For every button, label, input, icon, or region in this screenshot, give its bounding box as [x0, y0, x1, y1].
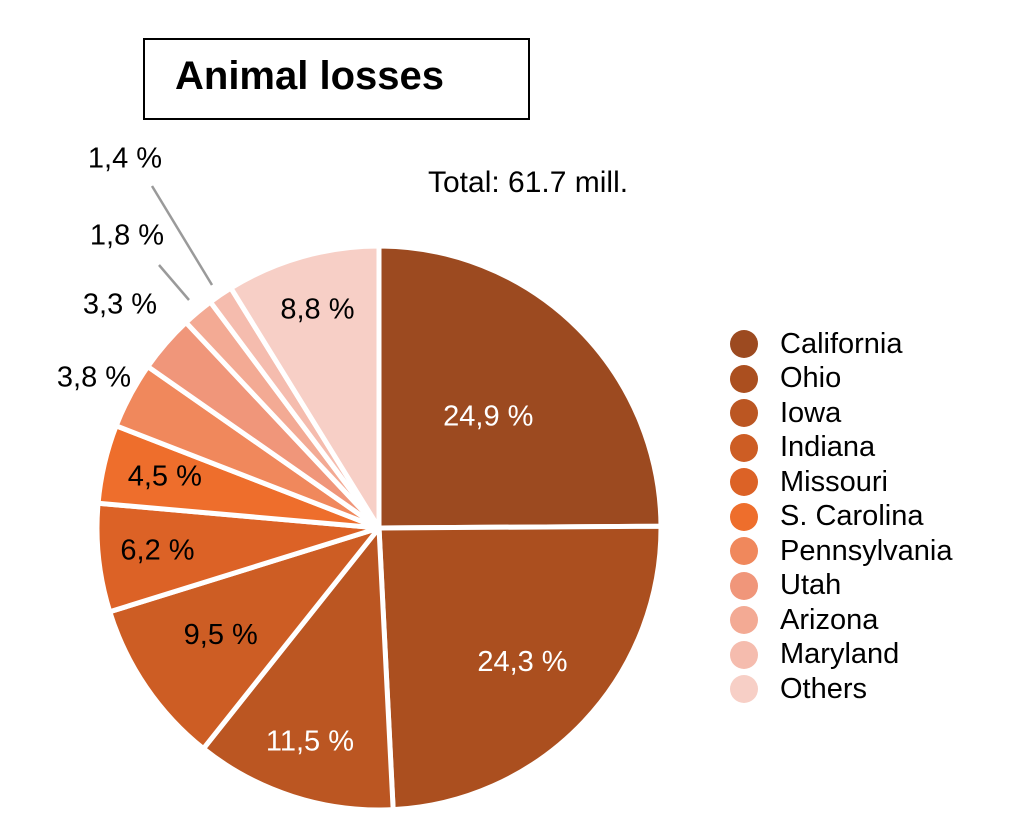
- legend-swatch-arizona: [730, 606, 758, 635]
- data-label-missouri: 6,2 %: [120, 534, 194, 566]
- data-label-iowa: 11,5 %: [266, 725, 354, 757]
- legend-swatch-missouri: [730, 468, 758, 497]
- data-label-arizona: 1,8 %: [90, 220, 164, 252]
- legend-item-others: Others: [730, 672, 953, 707]
- data-label-california: 24,9 %: [443, 401, 533, 433]
- legend-swatch-pennsylvania: [730, 537, 758, 566]
- legend-label-iowa: Iowa: [780, 396, 842, 429]
- legend-item-maryland: Maryland: [730, 638, 953, 673]
- legend-item-california: California: [730, 327, 953, 362]
- leader-line-arizona: [158, 264, 190, 301]
- legend-swatch-ohio: [730, 364, 758, 393]
- legend-swatch-maryland: [730, 640, 758, 669]
- data-label-utah: 3,3 %: [83, 289, 157, 321]
- legend-item-indiana: Indiana: [730, 431, 953, 466]
- legend-item-ohio: Ohio: [730, 362, 953, 397]
- legend-label-missouri: Missouri: [780, 465, 888, 498]
- total-annotation: Total: 61.7 mill.: [428, 166, 629, 199]
- pie-slice-iowa: [200, 525, 396, 813]
- chart-title: Animal losses: [175, 54, 445, 98]
- legend-item-s-carolina: S. Carolina: [730, 500, 953, 535]
- data-label-maryland: 1,4 %: [88, 143, 162, 175]
- legend-item-arizona: Arizona: [730, 603, 953, 638]
- legend-label-california: California: [780, 327, 903, 360]
- pie-slice-ohio: [376, 523, 664, 813]
- legend-label-others: Others: [780, 672, 868, 705]
- legend-swatch-others: [730, 675, 758, 704]
- legend-item-pennsylvania: Pennsylvania: [730, 534, 953, 569]
- pie-slices: [94, 243, 664, 813]
- legend-swatch-indiana: [730, 433, 758, 462]
- pie-slice-others: [228, 243, 382, 531]
- data-labels: 24,9 % 24,3 % 11,5 % 9,5 % 6,2 % 4,5 % 3,8 % 3,…: [57, 143, 568, 758]
- chart-title-box: Animal losses: [143, 38, 530, 120]
- legend-swatch-utah: [730, 571, 758, 600]
- legend-swatch-california: [730, 330, 758, 359]
- legend-item-utah: Utah: [730, 569, 953, 604]
- legend-label-s-carolina: S. Carolina: [780, 500, 924, 533]
- pie-slice-california: [376, 243, 664, 531]
- pie-slice-indiana: [107, 525, 382, 752]
- data-label-s-carolina: 4,5 %: [128, 461, 202, 493]
- legend: California Ohio Iowa Indiana Missouri S. Caro…: [730, 327, 953, 707]
- legend-label-arizona: Arizona: [780, 603, 879, 636]
- data-label-others: 8,8 %: [280, 294, 354, 326]
- legend-item-missouri: Missouri: [730, 465, 953, 500]
- data-label-pennsylvania: 3,8 %: [57, 362, 131, 394]
- data-label-indiana: 9,5 %: [184, 619, 258, 651]
- legend-swatch-s-carolina: [730, 502, 758, 531]
- data-label-ohio: 24,3 %: [477, 646, 567, 678]
- legend-label-ohio: Ohio: [780, 362, 842, 395]
- legend-swatch-iowa: [730, 399, 758, 428]
- legend-label-utah: Utah: [780, 569, 842, 602]
- legend-label-pennsylvania: Pennsylvania: [780, 534, 953, 567]
- leader-lines: [150, 185, 214, 301]
- legend-item-iowa: Iowa: [730, 396, 953, 431]
- leader-line-maryland: [150, 185, 214, 286]
- legend-label-indiana: Indiana: [780, 431, 876, 464]
- legend-label-maryland: Maryland: [780, 638, 900, 671]
